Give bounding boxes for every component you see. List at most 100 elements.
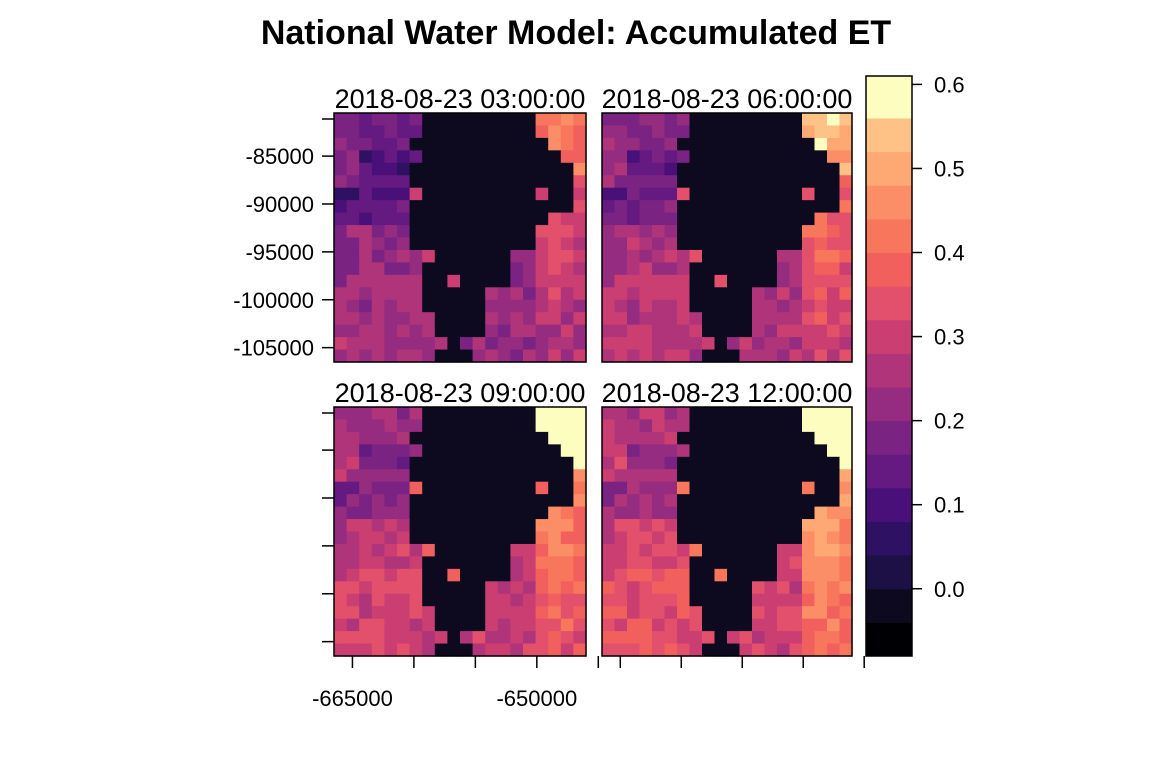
cell xyxy=(460,249,474,263)
cell xyxy=(472,125,486,139)
cell xyxy=(510,249,524,263)
cell xyxy=(434,212,448,226)
cell xyxy=(764,113,778,127)
cell xyxy=(359,419,373,433)
cell xyxy=(548,581,562,595)
cell xyxy=(739,162,753,176)
cell xyxy=(764,618,778,632)
cell xyxy=(422,137,436,151)
cell xyxy=(384,274,398,288)
cell xyxy=(827,419,841,433)
cell xyxy=(409,568,423,582)
cell xyxy=(802,237,816,251)
cell xyxy=(472,162,486,176)
cell xyxy=(371,299,385,313)
cell xyxy=(447,349,461,363)
cell xyxy=(789,337,803,351)
cell xyxy=(789,262,803,276)
cell xyxy=(384,162,398,176)
cell xyxy=(802,150,816,164)
cell xyxy=(777,643,791,657)
cell xyxy=(497,225,511,239)
cell xyxy=(827,212,841,226)
cell xyxy=(777,113,791,127)
cell xyxy=(839,469,853,483)
cell xyxy=(764,349,778,363)
cell xyxy=(548,125,562,139)
cell xyxy=(346,225,360,239)
cell xyxy=(714,568,728,582)
cell xyxy=(764,456,778,470)
cell xyxy=(397,643,411,657)
cell xyxy=(460,631,474,645)
cell xyxy=(777,337,791,351)
cell xyxy=(359,556,373,570)
cell xyxy=(460,419,474,433)
cell xyxy=(510,274,524,288)
cell xyxy=(548,162,562,176)
cell xyxy=(460,618,474,632)
cell xyxy=(639,469,653,483)
cell xyxy=(548,274,562,288)
cell xyxy=(422,312,436,326)
cell xyxy=(434,324,448,338)
cell xyxy=(346,543,360,557)
cell xyxy=(627,431,641,445)
cell xyxy=(548,631,562,645)
cell xyxy=(447,469,461,483)
colorbar: 0.00.10.20.30.40.50.6 xyxy=(865,72,965,657)
cell xyxy=(652,237,666,251)
cell xyxy=(510,349,524,363)
cell xyxy=(727,249,741,263)
cell xyxy=(472,643,486,657)
cell xyxy=(639,556,653,570)
cell xyxy=(839,631,853,645)
cell xyxy=(447,337,461,351)
cell xyxy=(397,469,411,483)
cell xyxy=(652,137,666,151)
cell xyxy=(702,262,716,276)
cell xyxy=(397,606,411,620)
cell xyxy=(371,519,385,533)
cell xyxy=(714,556,728,570)
cell xyxy=(535,431,549,445)
cell xyxy=(802,287,816,301)
cell xyxy=(752,162,766,176)
cell xyxy=(497,444,511,458)
cell xyxy=(614,249,628,263)
cell xyxy=(409,543,423,557)
cell xyxy=(652,175,666,189)
cell xyxy=(434,494,448,508)
cell xyxy=(614,456,628,470)
cell xyxy=(384,643,398,657)
cell xyxy=(714,137,728,151)
cell xyxy=(602,349,616,363)
cell xyxy=(689,631,703,645)
cell xyxy=(535,287,549,301)
cell xyxy=(714,249,728,263)
cell xyxy=(497,506,511,520)
cell xyxy=(397,287,411,301)
cell xyxy=(652,643,666,657)
cell xyxy=(789,249,803,263)
cell xyxy=(359,287,373,301)
cell xyxy=(727,349,741,363)
cell xyxy=(497,299,511,313)
cell xyxy=(346,312,360,326)
cell xyxy=(764,531,778,545)
cell xyxy=(764,581,778,595)
cell xyxy=(789,237,803,251)
cell xyxy=(627,299,641,313)
cell xyxy=(639,237,653,251)
cell xyxy=(602,593,616,607)
cell xyxy=(827,287,841,301)
cell xyxy=(422,407,436,421)
cell xyxy=(472,444,486,458)
cell xyxy=(714,113,728,127)
cell xyxy=(434,543,448,557)
cell xyxy=(627,237,641,251)
cell xyxy=(614,481,628,495)
cell xyxy=(497,349,511,363)
cell xyxy=(346,187,360,201)
cell xyxy=(409,187,423,201)
